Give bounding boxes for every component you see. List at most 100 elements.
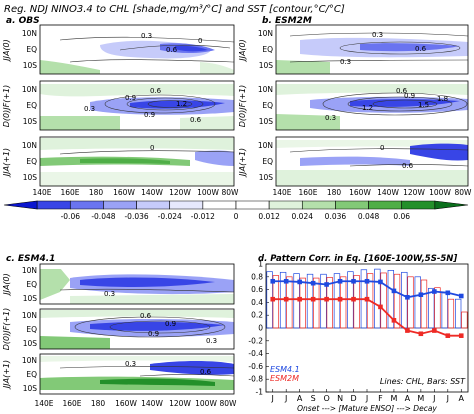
y-tick-label: -0.6	[248, 362, 263, 371]
sst-contour	[372, 99, 438, 109]
lat-tick: 10S	[23, 384, 38, 393]
chl-shade	[40, 116, 120, 130]
marker-esm2m	[297, 296, 302, 302]
season-label: D(0)JF(+1)	[2, 85, 11, 128]
marker-esm2m	[364, 296, 370, 302]
marker-esm41	[364, 278, 370, 284]
lat-tick: 10S	[259, 173, 274, 182]
marker-esm2m	[270, 296, 276, 302]
lat-tick: EQ	[26, 370, 37, 379]
lon-tick: 100W	[429, 188, 451, 197]
x-axis-label: Onset ---> [Mature ENSO] ---> Decay	[297, 404, 437, 413]
contour-label: 1.8	[437, 95, 448, 103]
sst-contour	[339, 41, 461, 55]
contour-label: 0.9	[144, 111, 155, 119]
sst-contour	[74, 316, 226, 338]
pattern-corr-chart: 10.80.60.40.20-0.2-0.4-0.6-0.8-1J J A S O N D J…	[248, 260, 469, 413]
panel-c: c. ESM4.1 0.3 0.6 0.9 0.9 0.3	[2, 254, 237, 408]
contour-label: 0.3	[325, 114, 336, 122]
lon-tick: 140W	[141, 399, 163, 408]
lat-tick: 10S	[259, 117, 274, 126]
colorbar-tick-label: -0.036	[124, 212, 148, 221]
sst-contour	[104, 94, 216, 114]
y-tick-label: 0.6	[251, 285, 263, 294]
bar-esm2m	[461, 311, 468, 329]
chl-shade	[40, 269, 70, 300]
lon-tick: 100W	[197, 188, 219, 197]
x-tick-label: J	[271, 394, 274, 403]
bar-esm2m	[339, 276, 347, 329]
colorbar-swatch	[335, 200, 369, 210]
panel-b: b. ESM2M 0.3 0.6 0.3 0.6 0.9 1.5 1.2 1.8	[238, 16, 472, 197]
season-label: JJA(+1)	[2, 148, 11, 178]
marker-esm2m	[324, 296, 329, 302]
lon-tick: 180	[89, 188, 104, 197]
colorbar-swatch	[401, 200, 436, 210]
sst-contour	[289, 148, 468, 153]
lat-tick: EQ	[26, 325, 37, 334]
x-tick-label: J	[284, 394, 287, 403]
map-frame	[275, 80, 469, 131]
lat-tick: 10S	[23, 294, 38, 303]
contour-label: 0.6	[402, 162, 414, 170]
chl-shade	[40, 336, 110, 349]
chl-shade	[360, 43, 460, 52]
bar-esm41	[441, 292, 448, 329]
lon-tick: 160W	[349, 188, 371, 197]
marker-esm41	[378, 279, 383, 285]
map-frame	[39, 136, 235, 187]
lon-tick: 160E	[60, 188, 79, 197]
bar-esm2m	[272, 275, 280, 329]
bar-esm2m	[326, 277, 333, 329]
x-tick-label: J	[365, 394, 368, 403]
lat-tick: EQ	[26, 45, 37, 54]
colorbar-tick-label: -0.012	[191, 212, 215, 221]
marker-esm2m	[310, 296, 316, 302]
panel-d-label: d. Pattern Corr. in Eq. [160E-100W,5S-5N…	[258, 254, 457, 264]
bar-esm2m	[407, 276, 414, 329]
map-frame	[39, 80, 235, 131]
chl-shade	[40, 60, 100, 74]
lat-tick: 10N	[258, 29, 273, 38]
sst-contour	[109, 320, 211, 334]
marker-esm41	[297, 279, 302, 285]
colorbar-swatch	[169, 200, 204, 210]
sst-contour	[59, 36, 234, 43]
chl-shade	[410, 143, 468, 161]
colorbar-tick-label: -0.024	[158, 212, 182, 221]
lat-tick: 10N	[258, 85, 273, 94]
bar-esm2m	[299, 277, 306, 329]
sst-contour	[349, 164, 468, 167]
lat-tick: EQ	[26, 280, 37, 289]
chl-shade	[40, 138, 234, 150]
contour-label: 0	[150, 144, 154, 152]
colorbar-swatch	[202, 200, 237, 210]
bar-esm2m	[313, 277, 320, 329]
x-tick-label: M	[417, 394, 424, 403]
marker-esm2m	[418, 331, 424, 337]
lon-tick: 80W	[455, 188, 473, 197]
marker-esm41	[391, 288, 397, 294]
x-tick-label: A	[297, 394, 303, 403]
panel-b-label: b. ESM2M	[262, 16, 312, 26]
bar-esm2m	[447, 298, 455, 329]
contour-label: 0.6	[150, 87, 162, 95]
contour-label: 0.6	[396, 87, 408, 95]
marker-esm41	[337, 278, 343, 284]
chl-shade	[276, 114, 340, 130]
x-tick-label: J	[432, 394, 435, 403]
sst-contour	[69, 59, 234, 63]
chl-shade	[276, 60, 330, 74]
season-label: D(0)JF(+1)	[2, 308, 11, 351]
marker-esm2m	[458, 333, 464, 338]
map-frame	[39, 263, 235, 305]
x-tick-label: F	[378, 394, 383, 403]
bar-esm2m	[434, 287, 441, 329]
contour-label: 0.9	[404, 92, 415, 100]
chl-shade	[70, 294, 234, 304]
marker-esm2m	[391, 318, 397, 323]
marker-esm41	[351, 278, 356, 284]
chl-shade	[200, 62, 234, 74]
legend-esm41: ESM4.1	[270, 365, 300, 374]
colorbar-tick-label: 0.024	[292, 212, 314, 221]
